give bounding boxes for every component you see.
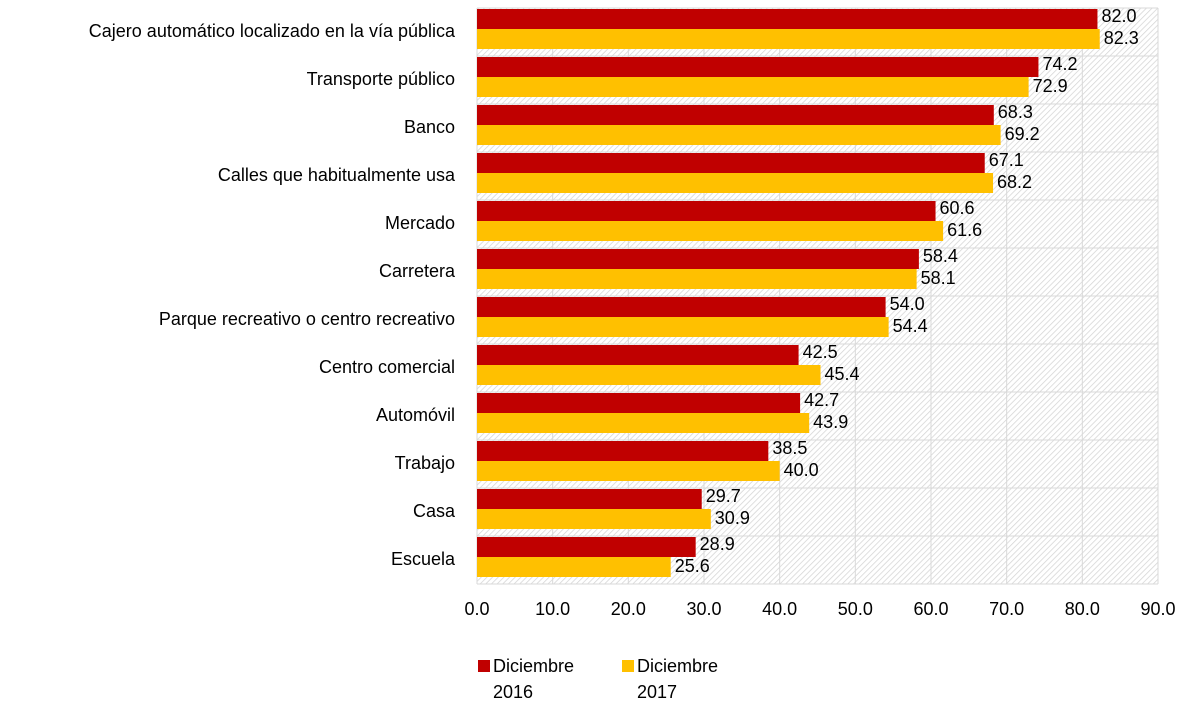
data-label: 38.5 (772, 438, 807, 458)
x-tick-label: 90.0 (1140, 599, 1175, 619)
x-tick-label: 80.0 (1065, 599, 1100, 619)
data-label: 28.9 (700, 534, 735, 554)
data-label: 25.6 (675, 556, 710, 576)
bar (477, 173, 994, 193)
data-label: 82.3 (1104, 28, 1139, 48)
y-tick-label: Escuela (391, 549, 456, 569)
x-tick-label: 0.0 (464, 599, 489, 619)
data-label: 54.0 (890, 294, 925, 314)
x-tick-label: 10.0 (535, 599, 570, 619)
data-label: 60.6 (940, 198, 975, 218)
data-label: 45.4 (825, 364, 860, 384)
y-tick-label: Automóvil (376, 405, 455, 425)
bar (477, 57, 1039, 77)
x-tick-label: 70.0 (989, 599, 1024, 619)
data-label: 68.2 (997, 172, 1032, 192)
data-label: 69.2 (1005, 124, 1040, 144)
bar (477, 393, 801, 413)
data-label: 58.4 (923, 246, 958, 266)
bar (477, 461, 780, 481)
x-tick-label: 50.0 (838, 599, 873, 619)
bar (477, 221, 944, 241)
y-tick-label: Transporte público (307, 69, 455, 89)
x-tick-label: 20.0 (611, 599, 646, 619)
data-label: 29.7 (706, 486, 741, 506)
bar (477, 125, 1001, 145)
bar (477, 105, 994, 125)
y-tick-label: Mercado (385, 213, 455, 233)
data-label: 58.1 (921, 268, 956, 288)
data-label: 82.0 (1101, 6, 1136, 26)
y-tick-label: Carretera (379, 261, 456, 281)
bar (477, 9, 1098, 29)
bar (477, 77, 1029, 97)
data-label: 54.4 (893, 316, 928, 336)
bar (477, 537, 696, 557)
data-label: 43.9 (813, 412, 848, 432)
data-label: 42.5 (803, 342, 838, 362)
bar (477, 557, 671, 577)
bar (477, 249, 919, 269)
y-tick-label: Centro comercial (319, 357, 455, 377)
x-tick-label: 40.0 (762, 599, 797, 619)
y-tick-label: Calles que habitualmente usa (218, 165, 456, 185)
legend-label: Diciembre 2016 (493, 656, 575, 702)
x-tick-label: 30.0 (686, 599, 721, 619)
bar (477, 509, 711, 529)
y-tick-label: Banco (404, 117, 455, 137)
data-label: 30.9 (715, 508, 750, 528)
bar (477, 365, 821, 385)
data-label: 68.3 (998, 102, 1033, 122)
bar (477, 413, 810, 433)
bar (477, 441, 769, 461)
data-label: 72.9 (1033, 76, 1068, 96)
bar (477, 297, 886, 317)
bar (477, 29, 1100, 49)
legend-label: Diciembre 2017 (637, 656, 719, 702)
y-tick-label: Casa (413, 501, 456, 521)
data-label: 40.0 (784, 460, 819, 480)
y-tick-label: Parque recreativo o centro recreativo (159, 309, 455, 329)
data-label: 74.2 (1042, 54, 1077, 74)
legend-swatch (478, 660, 490, 672)
legend-swatch (622, 660, 634, 672)
bar (477, 345, 799, 365)
y-tick-label: Trabajo (395, 453, 455, 473)
bar (477, 201, 936, 221)
data-label: 61.6 (947, 220, 982, 240)
bar (477, 317, 889, 337)
data-label: 67.1 (989, 150, 1024, 170)
bar (477, 489, 702, 509)
data-label: 42.7 (804, 390, 839, 410)
x-tick-label: 60.0 (913, 599, 948, 619)
bar (477, 153, 985, 173)
y-tick-label: Cajero automático localizado en la vía p… (89, 21, 456, 41)
bar (477, 269, 917, 289)
